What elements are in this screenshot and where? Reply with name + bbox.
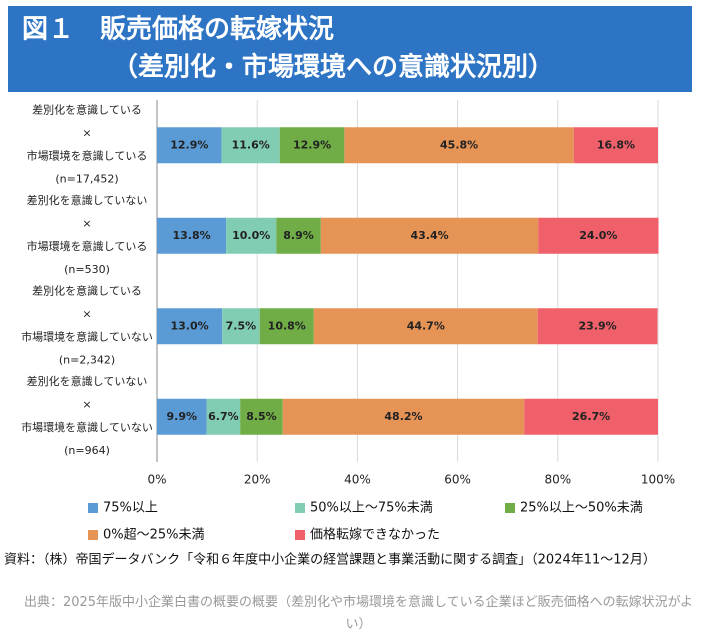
y-tick-label: 差別化を意識している [32,283,142,297]
x-tick-label: 80% [544,473,571,487]
bar [279,127,345,164]
bar [157,398,207,435]
bar [206,398,241,435]
legend-swatch [295,530,305,540]
legend-label: 0%超～25%未満 [103,528,205,543]
legend-swatch [88,503,98,513]
y-tick-label: (n=17,452) [55,172,118,185]
chart: 図１ 販売価格の転嫁状況 （差別化・市場環境への意識状況別） 資料：（株）帝国デ… [4,6,692,568]
bar [226,217,277,254]
bar [276,217,321,254]
title-banner [8,6,692,92]
x-tick-label: 0% [147,473,166,487]
y-tick-label: × [82,398,91,411]
data-label: 11.6% [232,138,270,151]
data-label: 26.7% [572,410,610,423]
bar [344,127,574,164]
caption: 出典：2025年版中小企業白書の概要の概要（差別化や市場環境を意識している企業ほ… [23,595,694,632]
data-label: 43.4% [410,229,448,242]
bar [157,308,223,345]
bar [157,127,222,164]
legend-label: 50%以上～75%未満 [310,501,433,516]
y-tick-label: (n=964) [64,444,110,457]
y-tick-label: 差別化を意識していない [27,193,148,207]
data-label: 13.8% [172,229,210,242]
y-tick-label: × [82,217,91,230]
y-tick-label: 差別化を意識していない [27,374,148,388]
data-label: 44.7% [407,319,445,332]
bar [222,308,260,345]
y-tick-label: 差別化を意識している [32,102,142,116]
y-tick-label: 市場環境を意識していない [21,329,153,343]
y-tick-label: × [82,126,91,139]
y-tick-label: 市場環境を意識している [27,148,148,162]
data-label: 10.8% [268,319,306,332]
x-tick-label: 60% [444,473,471,487]
bar [240,398,283,435]
data-label: 12.9% [170,138,208,151]
bar [221,127,280,164]
data-label: 9.9% [167,410,198,423]
data-label: 12.9% [293,138,331,151]
legend-label: 75%以上 [103,501,158,516]
bar [320,217,539,254]
data-label: 45.8% [440,138,478,151]
chart-title: （差別化・市場環境への意識状況別） [112,52,554,83]
data-label: 48.2% [384,410,422,423]
y-tick-label: (n=530) [64,263,110,276]
data-label: 8.9% [283,229,314,242]
x-tick-label: 100% [641,473,675,487]
legend-swatch [295,503,305,513]
x-tick-label: 20% [244,473,271,487]
bar [573,127,658,164]
legend-label: 価格転嫁できなかった [310,527,440,543]
y-tick-label: 市場環境を意識している [27,239,148,253]
data-label: 16.8% [597,138,635,151]
y-tick-label: 市場環境を意識していない [21,420,153,434]
data-label: 23.9% [579,319,617,332]
bar [157,217,227,254]
data-label: 24.0% [579,229,617,242]
legend-swatch [88,530,98,540]
bar [524,398,658,435]
bar [537,308,658,345]
bar [538,217,659,254]
data-label: 13.0% [170,319,208,332]
y-tick-label: (n=2,342) [59,353,115,366]
source: 資料：（株）帝国データバンク「令和６年度中小企業の経営課題と事業活動に関する調査… [4,552,656,568]
bar [313,308,538,345]
legend-swatch [505,503,515,513]
bar [282,398,525,435]
legend-label: 25%以上～50%未満 [520,501,643,516]
data-label: 7.5% [226,319,257,332]
data-label: 6.7% [208,410,239,423]
data-label: 8.5% [246,410,277,423]
y-tick-label: × [82,307,91,320]
data-label: 10.0% [232,229,270,242]
chart-title: 図１ 販売価格の転嫁状況 [22,14,334,45]
x-tick-label: 40% [344,473,371,487]
bar [259,308,314,345]
